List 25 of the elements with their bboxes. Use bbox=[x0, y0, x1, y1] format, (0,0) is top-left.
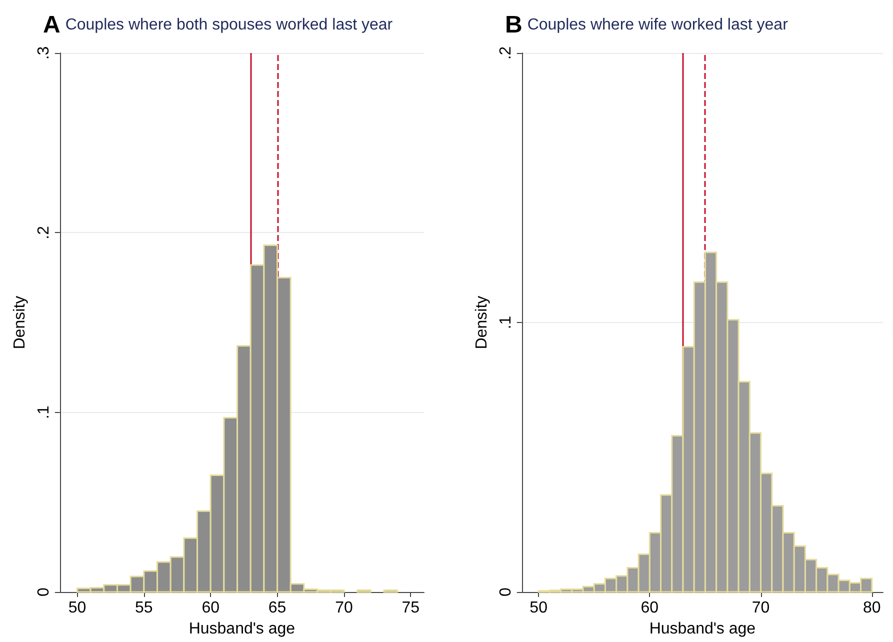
chart-subtitle: Couples where both spouses worked last year bbox=[65, 16, 394, 34]
x-tick-label: 60 bbox=[640, 600, 659, 616]
y-tick-label: .2 bbox=[497, 46, 514, 60]
y-axis-title: Density bbox=[12, 296, 28, 350]
x-tick-label: 75 bbox=[402, 600, 420, 616]
x-axis-title: Husband's age bbox=[649, 620, 756, 638]
chart-subtitle: Couples where wife worked last year bbox=[527, 16, 789, 34]
x-axis-title: Husband's age bbox=[188, 620, 296, 638]
y-tick-label: .3 bbox=[35, 46, 52, 60]
y-tick-label: 0 bbox=[35, 587, 52, 596]
x-tick-label: 50 bbox=[68, 600, 86, 616]
y-axis-title: Density bbox=[474, 296, 490, 350]
y-tick-label: .1 bbox=[497, 316, 514, 330]
y-tick-label: 0 bbox=[497, 587, 514, 596]
chart-title: B bbox=[505, 12, 522, 38]
x-tick-label: 60 bbox=[202, 600, 220, 616]
x-tick-label: 55 bbox=[135, 600, 153, 616]
y-tick-label: .1 bbox=[35, 406, 52, 420]
x-tick-label: 65 bbox=[268, 600, 286, 616]
chart-title: A bbox=[43, 12, 60, 38]
y-tick-label: .2 bbox=[35, 226, 52, 240]
x-tick-label: 70 bbox=[752, 600, 770, 616]
x-tick-label: 80 bbox=[862, 600, 881, 616]
x-tick-label: 70 bbox=[335, 600, 353, 616]
x-tick-label: 50 bbox=[530, 600, 548, 616]
